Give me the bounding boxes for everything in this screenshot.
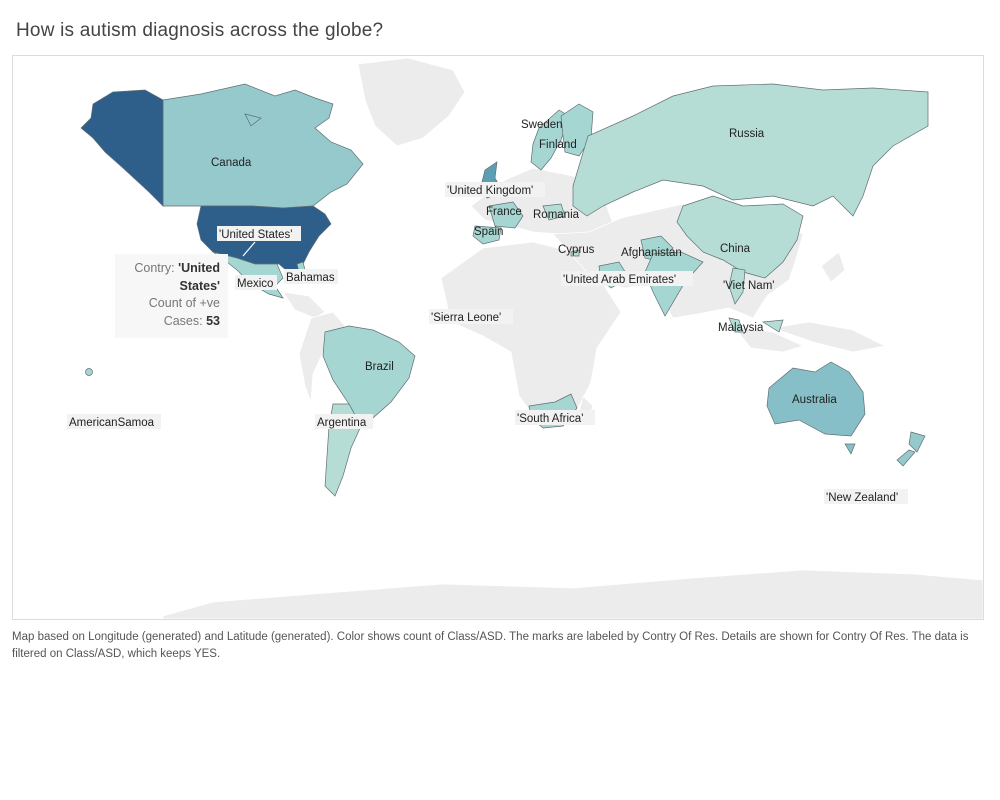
tooltip-count-line: Count of +ve Cases: 53 xyxy=(115,295,220,330)
label-australia: Australia xyxy=(792,394,837,406)
label-bg-uae xyxy=(561,271,693,286)
label-uae: 'United Arab Emirates' xyxy=(563,274,676,286)
label-usa: 'United States' xyxy=(219,229,292,241)
country-newzealand[interactable] xyxy=(896,431,926,467)
tooltip-leader xyxy=(242,241,256,257)
label-bg-usa xyxy=(217,226,301,241)
country-malaysia[interactable] xyxy=(728,317,784,333)
world-map[interactable]: Canada 'United States' Mexico Bahamas Br… xyxy=(12,55,984,620)
label-sierraleone: 'Sierra Leone' xyxy=(431,312,501,324)
country-brazil[interactable] xyxy=(322,325,416,427)
label-bahamas: Bahamas xyxy=(286,272,335,284)
label-bg-mexico xyxy=(235,275,277,290)
tooltip: Contry: 'United States' Count of +ve Cas… xyxy=(115,254,228,338)
tooltip-country-value: 'United States' xyxy=(178,261,220,293)
tooltip-count-value: 53 xyxy=(206,313,220,328)
label-brazil: Brazil xyxy=(365,361,394,373)
label-bg-bahamas xyxy=(284,269,338,284)
label-russia: Russia xyxy=(729,128,765,140)
label-spain: Spain xyxy=(474,226,503,238)
label-newzealand: 'New Zealand' xyxy=(826,492,898,504)
country-romania[interactable] xyxy=(542,203,566,221)
label-uk: 'United Kingdom' xyxy=(447,185,533,197)
label-vietnam: 'Viet Nam' xyxy=(723,280,774,292)
country-china[interactable] xyxy=(676,195,804,279)
label-sweden: Sweden xyxy=(521,119,563,131)
tooltip-count-key: Count of +ve Cases: xyxy=(148,296,220,328)
label-china: China xyxy=(720,243,751,255)
country-france[interactable] xyxy=(488,201,524,229)
label-canada: Canada xyxy=(211,157,252,169)
label-bg-uk xyxy=(445,182,545,197)
label-afghanistan: Afghanistan xyxy=(621,247,682,259)
country-vietnam[interactable] xyxy=(728,267,746,305)
label-mexico: Mexico xyxy=(237,278,273,290)
label-southafrica: 'South Africa' xyxy=(517,413,583,425)
label-argentina: Argentina xyxy=(317,417,367,429)
label-americansamoa: AmericanSamoa xyxy=(69,417,155,429)
label-bg-southafrica xyxy=(515,410,595,425)
country-americansamoa[interactable] xyxy=(85,368,93,376)
label-bg-sierraleone xyxy=(429,309,513,324)
base-land xyxy=(162,57,983,619)
map-svg[interactable]: Canada 'United States' Mexico Bahamas Br… xyxy=(13,56,983,619)
label-cyprus: Cyprus xyxy=(558,244,595,256)
page-title: How is autism diagnosis across the globe… xyxy=(16,20,384,41)
label-bg-argentina xyxy=(315,414,373,429)
tooltip-country-key: Contry: xyxy=(134,261,175,275)
country-usa[interactable] xyxy=(196,205,332,279)
tooltip-country-line: Contry: 'United States' xyxy=(115,260,220,295)
country-cyprus[interactable] xyxy=(570,249,580,257)
country-australia[interactable] xyxy=(766,361,866,455)
label-finland: Finland xyxy=(539,139,577,151)
country-alaska[interactable] xyxy=(80,89,164,207)
country-sweden[interactable] xyxy=(530,109,570,171)
labels-layer: Canada 'United States' Mexico Bahamas Br… xyxy=(67,119,908,504)
label-bg-newzealand xyxy=(824,489,908,504)
country-russia[interactable] xyxy=(572,83,929,217)
label-romania: Romania xyxy=(533,209,580,221)
label-bg-americansamoa xyxy=(67,414,161,429)
country-canada[interactable] xyxy=(162,83,364,209)
label-france: France xyxy=(486,206,522,218)
map-caption: Map based on Longitude (generated) and L… xyxy=(12,631,969,660)
country-spain[interactable] xyxy=(472,225,502,245)
label-malaysia: Malaysia xyxy=(718,322,764,334)
